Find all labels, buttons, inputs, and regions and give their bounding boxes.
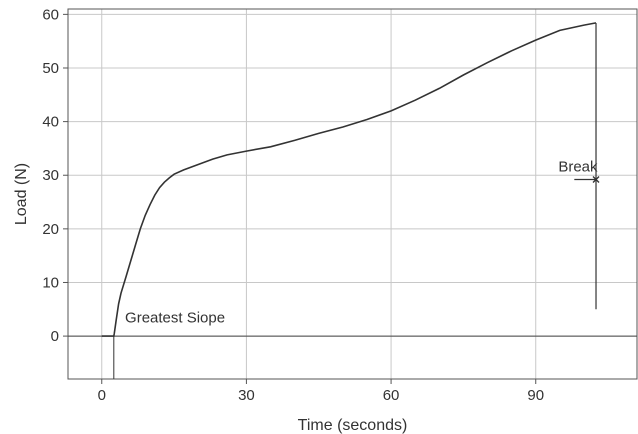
break-annotation: Break — [558, 159, 598, 176]
y-tick-label: 10 — [42, 274, 59, 291]
x-tick-label: 60 — [383, 387, 400, 404]
y-tick-label: 20 — [42, 221, 59, 238]
x-axis-label: Time (seconds) — [298, 417, 408, 434]
y-tick-label: 40 — [42, 114, 59, 131]
y-tick-label: 50 — [42, 60, 59, 77]
x-axis-ticks: 0 30 60 90 — [98, 379, 544, 404]
break-marker-stroke — [592, 176, 600, 184]
x-tick-label: 90 — [527, 387, 544, 404]
y-tick-label: 0 — [51, 328, 59, 345]
load-series-line — [101, 22, 597, 337]
y-axis-ticks: 0 10 20 30 40 50 60 — [42, 6, 68, 345]
y-tick-label: 30 — [42, 167, 59, 184]
break-marker — [592, 176, 600, 184]
greatest-slope-annotation: Greatest Siope — [125, 309, 225, 326]
plot-frame — [67, 8, 638, 380]
y-tick-label: 60 — [42, 6, 59, 23]
x-tick-label: 0 — [98, 387, 106, 404]
x-tick-label: 30 — [238, 387, 255, 404]
y-axis-label: Load (N) — [13, 163, 30, 225]
